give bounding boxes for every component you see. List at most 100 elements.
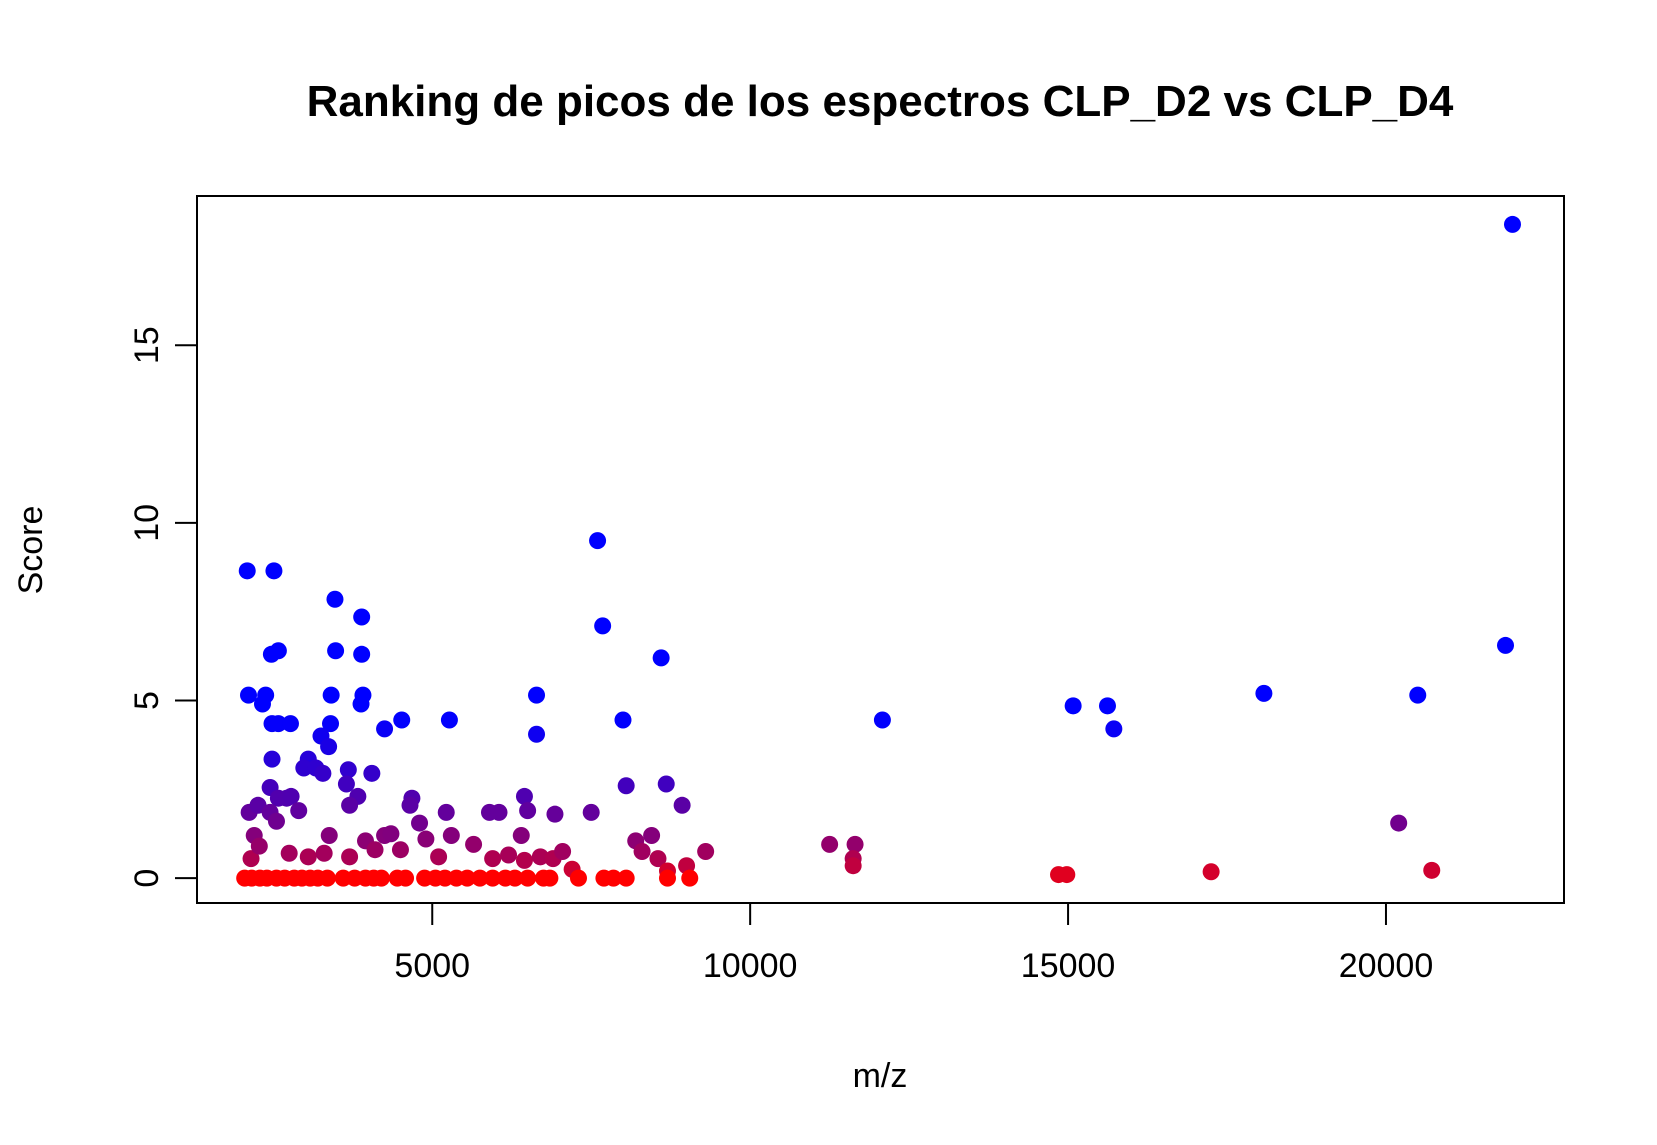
data-point <box>322 715 340 733</box>
data-point <box>697 842 715 860</box>
data-point <box>372 869 390 887</box>
data-point <box>1423 861 1441 879</box>
data-point <box>484 869 502 887</box>
data-point <box>327 642 345 660</box>
data-point <box>1497 636 1515 654</box>
data-point <box>320 738 338 756</box>
data-point <box>240 686 258 704</box>
data-point <box>490 803 508 821</box>
data-point <box>821 835 839 853</box>
data-point <box>318 869 336 887</box>
data-point <box>253 695 271 713</box>
data-point <box>265 562 283 580</box>
data-point <box>341 848 359 866</box>
data-point <box>322 686 340 704</box>
x-tick-label: 10000 <box>703 947 798 985</box>
data-point <box>554 842 572 860</box>
data-point <box>528 686 546 704</box>
data-point <box>506 869 524 887</box>
data-point <box>1202 863 1220 881</box>
data-point <box>363 764 381 782</box>
data-point <box>569 869 587 887</box>
y-axis-label: Score <box>12 506 50 595</box>
data-point <box>484 850 502 868</box>
data-point <box>1503 215 1521 233</box>
y-axis: 0 5 10 15 <box>128 326 198 888</box>
y-tick-label: 0 <box>128 869 166 888</box>
data-point <box>341 796 359 814</box>
x-axis-label: m/z <box>853 1057 908 1095</box>
data-point <box>401 796 419 814</box>
data-point <box>512 826 530 844</box>
data-point <box>617 869 635 887</box>
data-point <box>500 846 518 864</box>
data-point <box>458 869 476 887</box>
data-point <box>337 775 355 793</box>
data-point <box>519 869 537 887</box>
data-point <box>546 805 564 823</box>
y-tick-label: 10 <box>128 504 166 542</box>
data-point <box>652 649 670 667</box>
chart-title: Ranking de picos de los espectros CLP_D2… <box>307 77 1454 126</box>
data-point <box>582 803 600 821</box>
data-point <box>238 562 256 580</box>
data-point <box>269 715 287 733</box>
data-point <box>440 711 458 729</box>
data-point <box>1390 814 1408 832</box>
data-point <box>649 850 667 868</box>
data-point <box>417 830 435 848</box>
y-tick-label: 5 <box>128 691 166 710</box>
data-point <box>673 796 691 814</box>
data-point <box>339 761 357 779</box>
data-point <box>617 777 635 795</box>
data-point <box>633 842 651 860</box>
scatter-points <box>236 215 1521 887</box>
data-point <box>430 848 448 866</box>
data-point <box>519 802 537 820</box>
data-point <box>531 848 549 866</box>
data-point <box>281 715 299 733</box>
data-point <box>471 869 489 887</box>
data-point <box>1064 697 1082 715</box>
plot-frame <box>196 195 1565 904</box>
data-point <box>282 787 300 805</box>
data-point <box>315 844 333 862</box>
data-point <box>391 841 409 859</box>
data-point <box>242 850 260 868</box>
data-point <box>352 695 370 713</box>
data-point <box>295 759 313 777</box>
data-point <box>515 787 533 805</box>
data-point <box>320 826 338 844</box>
data-point <box>1105 720 1123 738</box>
data-point <box>1409 686 1427 704</box>
data-point <box>263 750 281 768</box>
data-point <box>604 869 622 887</box>
data-point <box>589 532 607 550</box>
data-point <box>614 711 632 729</box>
data-point <box>844 857 862 875</box>
data-point <box>397 869 415 887</box>
data-point <box>1098 697 1116 715</box>
data-point <box>314 764 332 782</box>
data-point <box>515 851 533 869</box>
data-point <box>659 869 677 887</box>
data-point <box>366 841 384 859</box>
data-point <box>1058 866 1076 884</box>
data-point <box>250 837 268 855</box>
data-point <box>353 645 371 663</box>
data-point <box>437 803 455 821</box>
data-point <box>681 869 699 887</box>
data-point <box>594 617 612 635</box>
data-point <box>846 835 864 853</box>
data-point <box>393 711 411 729</box>
x-tick-label: 15000 <box>1021 947 1116 985</box>
data-point <box>528 725 546 743</box>
data-point <box>411 814 429 832</box>
data-point <box>541 869 559 887</box>
data-point <box>657 775 675 793</box>
data-point <box>353 608 371 626</box>
data-point <box>873 711 891 729</box>
x-tick-label: 20000 <box>1339 947 1434 985</box>
data-point <box>442 826 460 844</box>
